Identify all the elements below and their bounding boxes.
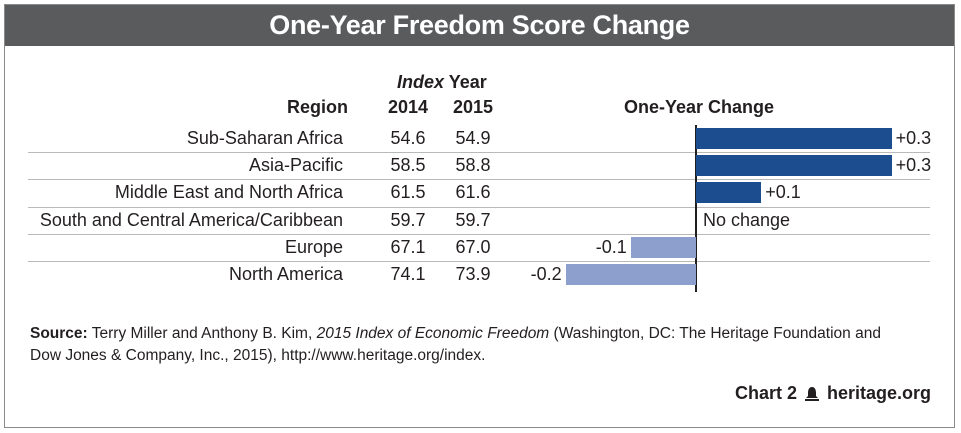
- zero-axis-line: [695, 125, 697, 292]
- source-title: 2015 Index of Economic Freedom: [316, 325, 550, 342]
- bell-icon: [804, 386, 819, 401]
- change-bar: [696, 182, 762, 204]
- source-text-after: (Washington, DC: The Heritage Foundation…: [30, 325, 881, 364]
- org-link[interactable]: heritage.org: [826, 383, 931, 403]
- change-bar: [630, 236, 696, 258]
- bar-data-label: +0.1: [765, 182, 801, 203]
- score-2015: 54.9: [455, 128, 491, 148]
- index-year-header: Index Year: [397, 72, 487, 93]
- score-2014: 74.1: [390, 264, 426, 284]
- bar-data-label: -0.2: [530, 264, 562, 284]
- bar-data-label: No change: [703, 209, 791, 230]
- change-bar: [565, 264, 696, 285]
- score-2014: 67.1: [390, 236, 426, 257]
- bar-data-label: +0.3: [895, 128, 932, 148]
- table-row: Middle East and North Africa 61.5 61.6: [28, 179, 930, 206]
- score-2014: 59.7: [390, 209, 426, 230]
- score-2015: 67.0: [455, 236, 491, 257]
- chart-number: Chart 2: [734, 383, 797, 403]
- title-bar: One-Year Freedom Score Change: [5, 5, 954, 46]
- year-2015-header: 2015: [452, 97, 494, 117]
- bar-data-label: -0.1: [595, 236, 627, 257]
- score-2015: 61.6: [455, 182, 491, 203]
- footer: Chart 2 heritage.org: [735, 383, 931, 404]
- chart-frame: One-Year Freedom Score Change: [4, 4, 955, 428]
- source-label: Source:: [30, 325, 88, 342]
- source-note: Source: Terry Miller and Anthony B. Kim,…: [30, 323, 910, 367]
- chart-title: One-Year Freedom Score Change: [269, 10, 690, 40]
- score-2015: 59.7: [455, 209, 491, 230]
- region-header: Region: [287, 97, 348, 117]
- row-separator: [28, 152, 930, 154]
- region-label: Sub-Saharan Africa: [186, 128, 343, 148]
- table-row: Sub-Saharan Africa 54.6 54.9: [28, 125, 930, 152]
- region-label: Asia-Pacific: [248, 155, 343, 176]
- row-separator: [28, 233, 930, 235]
- table-row: Asia-Pacific 58.5 58.8: [28, 152, 930, 179]
- region-label: Europe: [284, 236, 343, 257]
- score-2015: 58.8: [455, 155, 491, 176]
- change-header: One-Year Change: [624, 97, 775, 117]
- region-label: North America: [228, 264, 343, 284]
- table-row: South and Central America/Caribbean 59.7 5…: [28, 207, 930, 234]
- table-row: North America 74.1 73.9: [28, 261, 930, 288]
- score-2014: 54.6: [390, 128, 426, 148]
- source-text-before: Terry Miller and Anthony B. Kim,: [87, 325, 317, 342]
- region-label: South and Central America/Caribbean: [39, 209, 343, 230]
- score-2015: 73.9: [455, 264, 491, 284]
- score-2014: 61.5: [390, 182, 426, 203]
- change-bar: [696, 128, 892, 149]
- row-separator: [28, 206, 930, 208]
- row-separator: [28, 179, 930, 181]
- bar-data-label: +0.3: [895, 155, 932, 176]
- index-year-prefix: Index: [397, 72, 445, 92]
- score-2014: 58.5: [390, 155, 426, 176]
- year-2014-header: 2014: [387, 97, 429, 117]
- row-separator: [28, 261, 930, 262]
- change-bar: [696, 155, 892, 177]
- index-year-suffix: Year: [444, 72, 487, 92]
- table-row: Europe 67.1 67.0: [28, 234, 930, 261]
- region-label: Middle East and North Africa: [114, 182, 343, 203]
